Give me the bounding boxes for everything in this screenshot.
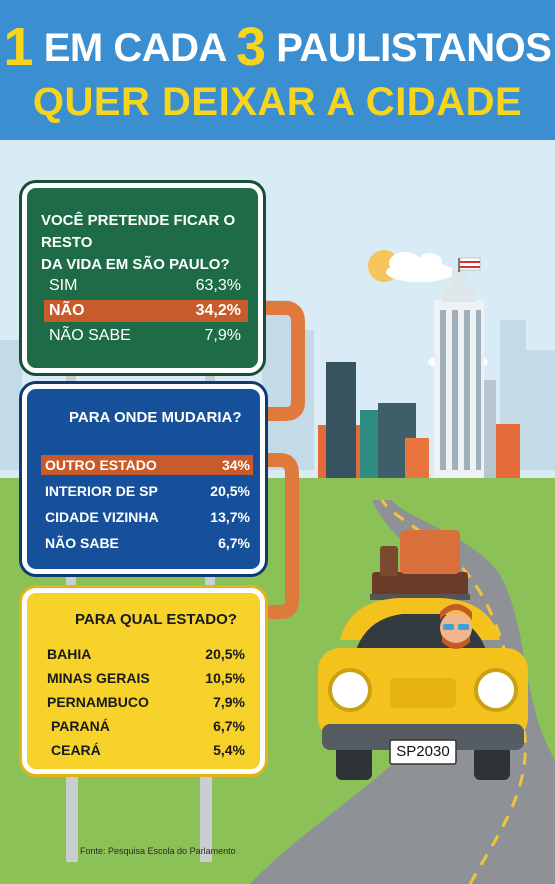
title-text-paulistanos: PAULISTANOS xyxy=(276,26,552,70)
sign-3-row: CEARÁ 5,4% xyxy=(51,739,245,761)
sign-3-row-label: CEARÁ xyxy=(51,742,101,758)
sign-1-row-value: 63,3% xyxy=(195,277,241,294)
sign-3-row-label: PERNAMBUCO xyxy=(47,694,149,710)
arrow-connector-1-icon xyxy=(248,301,305,421)
sign-2-row: NÃO SABE 6,7% xyxy=(45,532,250,554)
sign-2-row-label: CIDADE VIZINHA xyxy=(45,509,159,525)
sign-2-row-value: 6,7% xyxy=(218,535,250,551)
license-plate: SP2030 xyxy=(396,743,450,760)
title-number-three: 3 xyxy=(236,17,266,77)
sign-stay-question: VOCÊ PRETENDE FICAR O RESTO DA VIDA EM S… xyxy=(22,183,263,373)
sign-1-highlight-bar xyxy=(44,300,248,322)
sign-1-row-label: SIM xyxy=(49,277,78,294)
sign-1-row-value: 34,2% xyxy=(195,302,241,319)
sign-2-row-value: 20,5% xyxy=(210,483,250,499)
sign-1-question-line-2: DA VIDA EM SÃO PAULO? xyxy=(41,256,230,273)
sign-which-state: PARA QUAL ESTADO? BAHIA 20,5% MINAS GERA… xyxy=(22,588,265,774)
sign-2-row-label: NÃO SABE xyxy=(45,535,119,551)
sign-pole-right-icon xyxy=(200,772,212,862)
sign-2-row-value: 13,7% xyxy=(210,509,250,525)
sign-3-row-label: BAHIA xyxy=(47,646,92,662)
header-banner: 1 EM CADA 3 PAULISTANOS QUER DEIXAR A CI… xyxy=(0,0,555,140)
sign-3-row-value: 10,5% xyxy=(205,670,245,686)
sign-1-row-label: NÃO SABE xyxy=(49,327,131,344)
sign-2-highlight-bar xyxy=(41,455,253,475)
sign-2-row: INTERIOR DE SP 20,5% xyxy=(45,480,250,502)
sign-2-row-label: INTERIOR DE SP xyxy=(45,483,158,499)
car-icon xyxy=(318,530,528,780)
title-text-em-cada: EM CADA xyxy=(43,26,226,70)
sign-2-row: OUTRO ESTADO 34% xyxy=(45,454,250,476)
title-line-2: QUER DEIXAR A CIDADE xyxy=(32,80,523,124)
sign-1-row: NÃO 34,2% xyxy=(49,299,241,323)
sign-3-row-value: 6,7% xyxy=(213,718,245,734)
sign-1-row-label: NÃO xyxy=(49,302,85,319)
sign-2-row-value: 34% xyxy=(221,457,250,473)
buildings-icon xyxy=(318,257,520,484)
sign-pole-left-icon xyxy=(66,772,78,862)
road-icon xyxy=(250,500,555,884)
sign-move-where: PARA ONDE MUDARIA? OUTRO ESTADO 34% INTE… xyxy=(22,384,265,574)
sign-1-question-line-1: VOCÊ PRETENDE FICAR O RESTO xyxy=(41,212,236,251)
sign-1-row-value: 7,9% xyxy=(204,327,241,344)
sign-2-row-label: OUTRO ESTADO xyxy=(45,457,157,473)
arrow-connector-2-icon xyxy=(248,453,299,619)
sign-3-row-value: 7,9% xyxy=(213,694,245,710)
title-number-one: 1 xyxy=(3,17,34,77)
sign-3-row-value: 20,5% xyxy=(205,646,245,662)
sign-3-row-label: MINAS GERAIS xyxy=(47,670,150,686)
sign-3-row-value: 5,4% xyxy=(213,742,245,758)
sign-1-row: SIM 63,3% xyxy=(49,274,241,298)
sign-2-row: CIDADE VIZINHA 13,7% xyxy=(45,506,250,528)
sign-3-row: PARANÁ 6,7% xyxy=(51,715,245,737)
sign-3-row-label: PARANÁ xyxy=(51,718,110,734)
source-note: Fonte: Pesquisa Escola do Parlamento xyxy=(80,846,236,856)
title-line-1: 1 EM CADA 3 PAULISTANOS xyxy=(0,16,555,78)
sign-3-question: PARA QUAL ESTADO? xyxy=(75,611,237,628)
sign-3-row: PERNAMBUCO 7,9% xyxy=(47,691,245,713)
sign-2-question: PARA ONDE MUDARIA? xyxy=(69,409,242,426)
sign-1-row: NÃO SABE 7,9% xyxy=(49,324,241,348)
sign-3-row: MINAS GERAIS 10,5% xyxy=(47,667,245,689)
sign-1-question: VOCÊ PRETENDE FICAR O RESTO DA VIDA EM S… xyxy=(41,210,258,276)
sign-3-row: BAHIA 20,5% xyxy=(47,643,245,665)
